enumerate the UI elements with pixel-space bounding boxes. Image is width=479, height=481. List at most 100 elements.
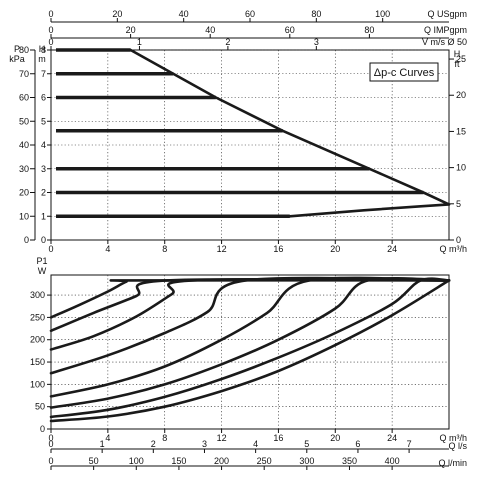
legend-label: Δp-c Curves <box>374 67 435 79</box>
m-axis-symbol: H <box>39 44 46 54</box>
bottom-axis-tick-label: 4 <box>253 439 258 449</box>
bottom-axis-tick-label: 400 <box>385 456 400 466</box>
power-x-axis-label: Q m³/h <box>439 433 467 443</box>
top-axis-tick-label: 1 <box>137 37 142 47</box>
head-x-tick-label: 12 <box>217 244 227 254</box>
head-x-tick-label: 20 <box>330 244 340 254</box>
min-limit-curve <box>288 203 451 218</box>
bottom-axis-tick-label: 150 <box>171 456 186 466</box>
bottom-axis-tick-label: 6 <box>355 439 360 449</box>
ft-tick-label: 25 <box>456 54 466 64</box>
head-m-tick-label: 1 <box>41 211 46 221</box>
bottom-axis-tick-label: 2 <box>151 439 156 449</box>
power-y-tick-label: 300 <box>30 290 45 300</box>
power-curve <box>49 278 451 319</box>
power-curve <box>49 279 451 423</box>
head-x-tick-label: 8 <box>162 244 167 254</box>
head-kpa-tick-label: 20 <box>19 188 29 198</box>
head-kpa-tick-label: 0 <box>24 235 29 245</box>
kpa-axis-symbol: P <box>14 44 20 54</box>
top-axis-tick-label: 0 <box>48 25 53 35</box>
ft-tick-label: 20 <box>456 90 466 100</box>
ft-tick-label: 10 <box>456 163 466 173</box>
legend-box <box>369 62 439 82</box>
head-kpa-tick-label: 30 <box>19 164 29 174</box>
max-limit-curve <box>129 48 451 206</box>
bottom-axis-tick-label: 50 <box>89 456 99 466</box>
top-axis-tick-label: 0 <box>48 37 53 47</box>
head-m-tick-label: 6 <box>41 93 46 103</box>
top-axis-tick-label: 80 <box>364 25 374 35</box>
power-curve <box>49 277 451 409</box>
top-axis-label: V m/s Ø 50 <box>422 37 467 47</box>
head-x-axis-label: Q m³/h <box>439 244 467 254</box>
head-x-tick-label: 24 <box>387 244 397 254</box>
kpa-axis-unit: kPa <box>9 54 25 64</box>
top-axis-tick-label: 60 <box>285 25 295 35</box>
power-y-tick-label: 50 <box>35 402 45 412</box>
power-x-tick-label: 8 <box>162 433 167 443</box>
top-axis-tick-label: 40 <box>205 25 215 35</box>
top-axis-tick-label: 100 <box>375 9 390 19</box>
head-x-tick-label: 4 <box>105 244 110 254</box>
bottom-axis-label: Q l/min <box>438 458 467 468</box>
head-kpa-tick-label: 70 <box>19 69 29 79</box>
power-curve <box>49 276 451 398</box>
power-x-tick-label: 16 <box>273 433 283 443</box>
power-axis-symbol: P1 <box>36 256 47 266</box>
ft-tick-label: 5 <box>456 199 461 209</box>
head-x-tick-label: 0 <box>48 244 53 254</box>
ft-axis-unit: ft <box>454 59 460 69</box>
bottom-axis-tick-label: 300 <box>299 456 314 466</box>
top-axis-tick-label: 2 <box>225 37 230 47</box>
power-x-tick-label: 12 <box>217 433 227 443</box>
ft-tick-label: 0 <box>456 235 461 245</box>
head-x-tick-label: 16 <box>273 244 283 254</box>
head-chart-marks <box>56 48 451 218</box>
bottom-axis-tick-label: 250 <box>257 456 272 466</box>
power-chart-frame <box>50 274 450 430</box>
head-m-tick-label: 4 <box>41 140 46 150</box>
head-m-tick-label: 5 <box>41 116 46 126</box>
power-axis-unit: W <box>38 266 47 276</box>
power-y-tick-label: 100 <box>30 379 45 389</box>
power-x-tick-label: 0 <box>48 433 53 443</box>
head-kpa-tick-label: 60 <box>19 93 29 103</box>
head-kpa-tick-label: 40 <box>19 140 29 150</box>
bottom-axis-tick-label: 200 <box>214 456 229 466</box>
bottom-axis-tick-label: 0 <box>48 456 53 466</box>
head-chart-grid <box>30 18 454 244</box>
head-m-tick-label: 3 <box>41 164 46 174</box>
bottom-axis-tick-label: 7 <box>407 439 412 449</box>
head-m-tick-label: 8 <box>41 45 46 55</box>
head-m-tick-label: 2 <box>41 188 46 198</box>
top-axis-tick-label: 0 <box>48 9 53 19</box>
bottom-axis-tick-label: 3 <box>202 439 207 449</box>
power-chart-grid <box>47 275 449 470</box>
head-kpa-tick-label: 80 <box>19 45 29 55</box>
power-curve <box>49 276 451 375</box>
power-y-tick-label: 150 <box>30 357 45 367</box>
power-y-tick-label: 0 <box>40 424 45 434</box>
head-chart-labels: 0 4 8 12 16 20 24 Q m³/h00110220330440550660770… <box>9 9 467 254</box>
top-axis-label: Q IMPgpm <box>424 25 467 35</box>
top-axis-tick-label: 40 <box>179 9 189 19</box>
top-axis-tick-label: 60 <box>245 9 255 19</box>
ft-axis-symbol: H <box>454 49 461 59</box>
power-x-tick-label: 20 <box>330 433 340 443</box>
top-axis-tick-label: 20 <box>126 25 136 35</box>
top-axis-label: Q USgpm <box>427 9 467 19</box>
head-kpa-tick-label: 50 <box>19 116 29 126</box>
ft-tick-label: 15 <box>456 126 466 136</box>
head-kpa-tick-label: 10 <box>19 211 29 221</box>
top-axis-tick-label: 3 <box>314 37 319 47</box>
power-curve <box>49 277 451 419</box>
bottom-axis-tick-label: 350 <box>342 456 357 466</box>
power-y-tick-label: 250 <box>30 312 45 322</box>
top-axis-tick-label: 20 <box>112 9 122 19</box>
power-chart-marks <box>49 276 451 423</box>
power-y-tick-label: 200 <box>30 335 45 345</box>
bottom-axis-tick-label: 1 <box>100 439 105 449</box>
